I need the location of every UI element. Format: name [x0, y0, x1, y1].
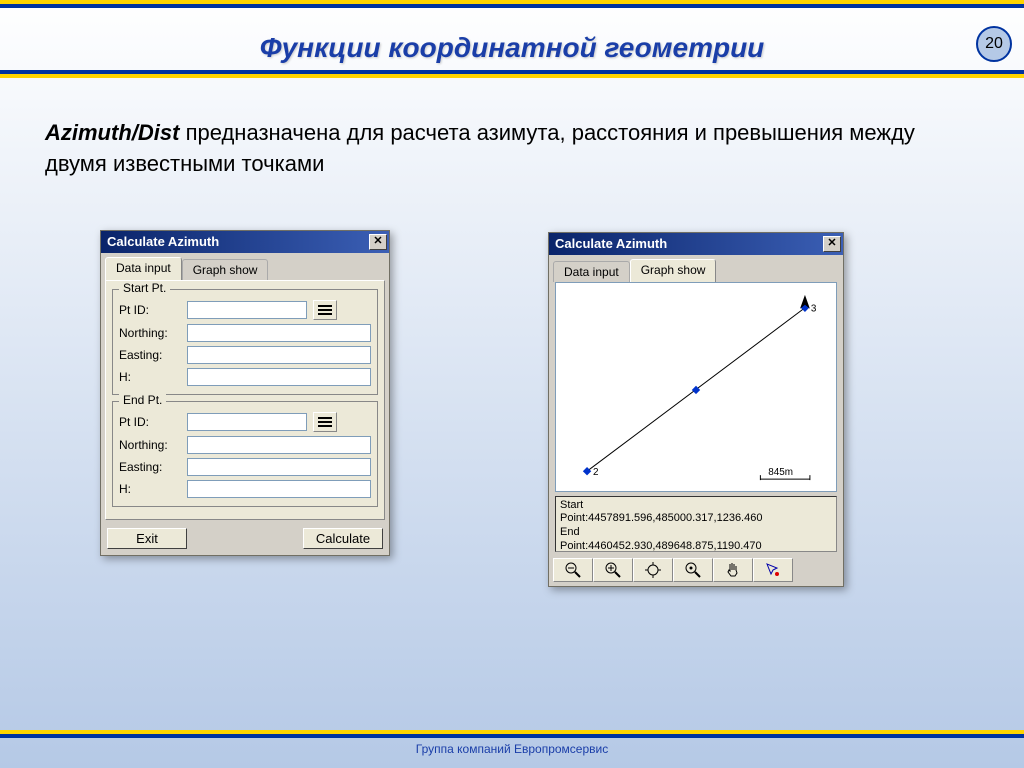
- tabs: Data input Graph show: [101, 253, 389, 280]
- footer-text: Группа компаний Европромсервис: [0, 734, 1024, 768]
- input-start-northing[interactable]: [187, 324, 371, 342]
- tab-data-input[interactable]: Data input: [105, 257, 182, 280]
- label-northing: Northing:: [119, 326, 181, 340]
- input-end-ptid[interactable]: [187, 413, 307, 431]
- input-end-northing[interactable]: [187, 436, 371, 454]
- svg-text:845m: 845m: [768, 467, 793, 478]
- tab-graph-show[interactable]: Graph show: [182, 259, 269, 280]
- group-title: End Pt.: [119, 393, 166, 407]
- input-end-h[interactable]: [187, 480, 371, 498]
- close-icon[interactable]: ✕: [823, 236, 841, 252]
- slide-number: 20: [976, 26, 1012, 62]
- calculate-button[interactable]: Calculate: [303, 528, 383, 549]
- label-ptid: Pt ID:: [119, 415, 181, 429]
- label-h: H:: [119, 370, 181, 384]
- header: Функции координатной геометрии 20: [0, 0, 1024, 78]
- zoom-out-icon[interactable]: [553, 558, 593, 582]
- close-icon[interactable]: ✕: [369, 234, 387, 250]
- graph-canvas[interactable]: 2 3 845m: [555, 282, 837, 492]
- tabs: Data input Graph show: [549, 255, 843, 282]
- window-title: Calculate Azimuth: [107, 234, 219, 249]
- toolbar: [549, 556, 843, 586]
- input-end-easting[interactable]: [187, 458, 371, 476]
- input-start-h[interactable]: [187, 368, 371, 386]
- result-info: Start Point:4457891.596,485000.317,1236.…: [555, 496, 837, 552]
- svg-text:3: 3: [811, 303, 817, 314]
- window-data-input: Calculate Azimuth ✕ Data input Graph sho…: [100, 230, 390, 556]
- description: Azimuth/Dist предназначена для расчета а…: [45, 118, 964, 180]
- group-title: Start Pt.: [119, 281, 170, 295]
- window-title: Calculate Azimuth: [555, 236, 667, 251]
- label-easting: Easting:: [119, 348, 181, 362]
- svg-text:2: 2: [593, 467, 599, 478]
- pick-point-icon[interactable]: [313, 300, 337, 320]
- tab-graph-show[interactable]: Graph show: [630, 259, 717, 282]
- label-easting: Easting:: [119, 460, 181, 474]
- window-graph-show: Calculate Azimuth ✕ Data input Graph sho…: [548, 232, 844, 587]
- pick-point-icon[interactable]: [313, 412, 337, 432]
- group-start-pt: Start Pt. Pt ID: Northing: Easting: H:: [112, 289, 378, 395]
- button-bar: Exit Calculate: [101, 524, 389, 555]
- zoom-in-icon[interactable]: [593, 558, 633, 582]
- group-end-pt: End Pt. Pt ID: Northing: Easting: H:: [112, 401, 378, 507]
- label-h: H:: [119, 482, 181, 496]
- slide-title: Функции координатной геометрии: [0, 32, 1024, 64]
- pan-icon[interactable]: [713, 558, 753, 582]
- tab-body: Start Pt. Pt ID: Northing: Easting: H: E…: [105, 280, 385, 520]
- label-ptid: Pt ID:: [119, 303, 181, 317]
- titlebar[interactable]: Calculate Azimuth ✕: [549, 233, 843, 255]
- azimuth-line-chart: 2 3 845m: [556, 283, 836, 491]
- titlebar[interactable]: Calculate Azimuth ✕: [101, 231, 389, 253]
- zoom-window-icon[interactable]: [673, 558, 713, 582]
- select-icon[interactable]: [753, 558, 793, 582]
- input-start-easting[interactable]: [187, 346, 371, 364]
- tab-data-input[interactable]: Data input: [553, 261, 630, 282]
- footer: Группа компаний Европромсервис: [0, 730, 1024, 768]
- exit-button[interactable]: Exit: [107, 528, 187, 549]
- desc-emph: Azimuth/Dist: [45, 120, 179, 145]
- label-northing: Northing:: [119, 438, 181, 452]
- zoom-extents-icon[interactable]: [633, 558, 673, 582]
- input-start-ptid[interactable]: [187, 301, 307, 319]
